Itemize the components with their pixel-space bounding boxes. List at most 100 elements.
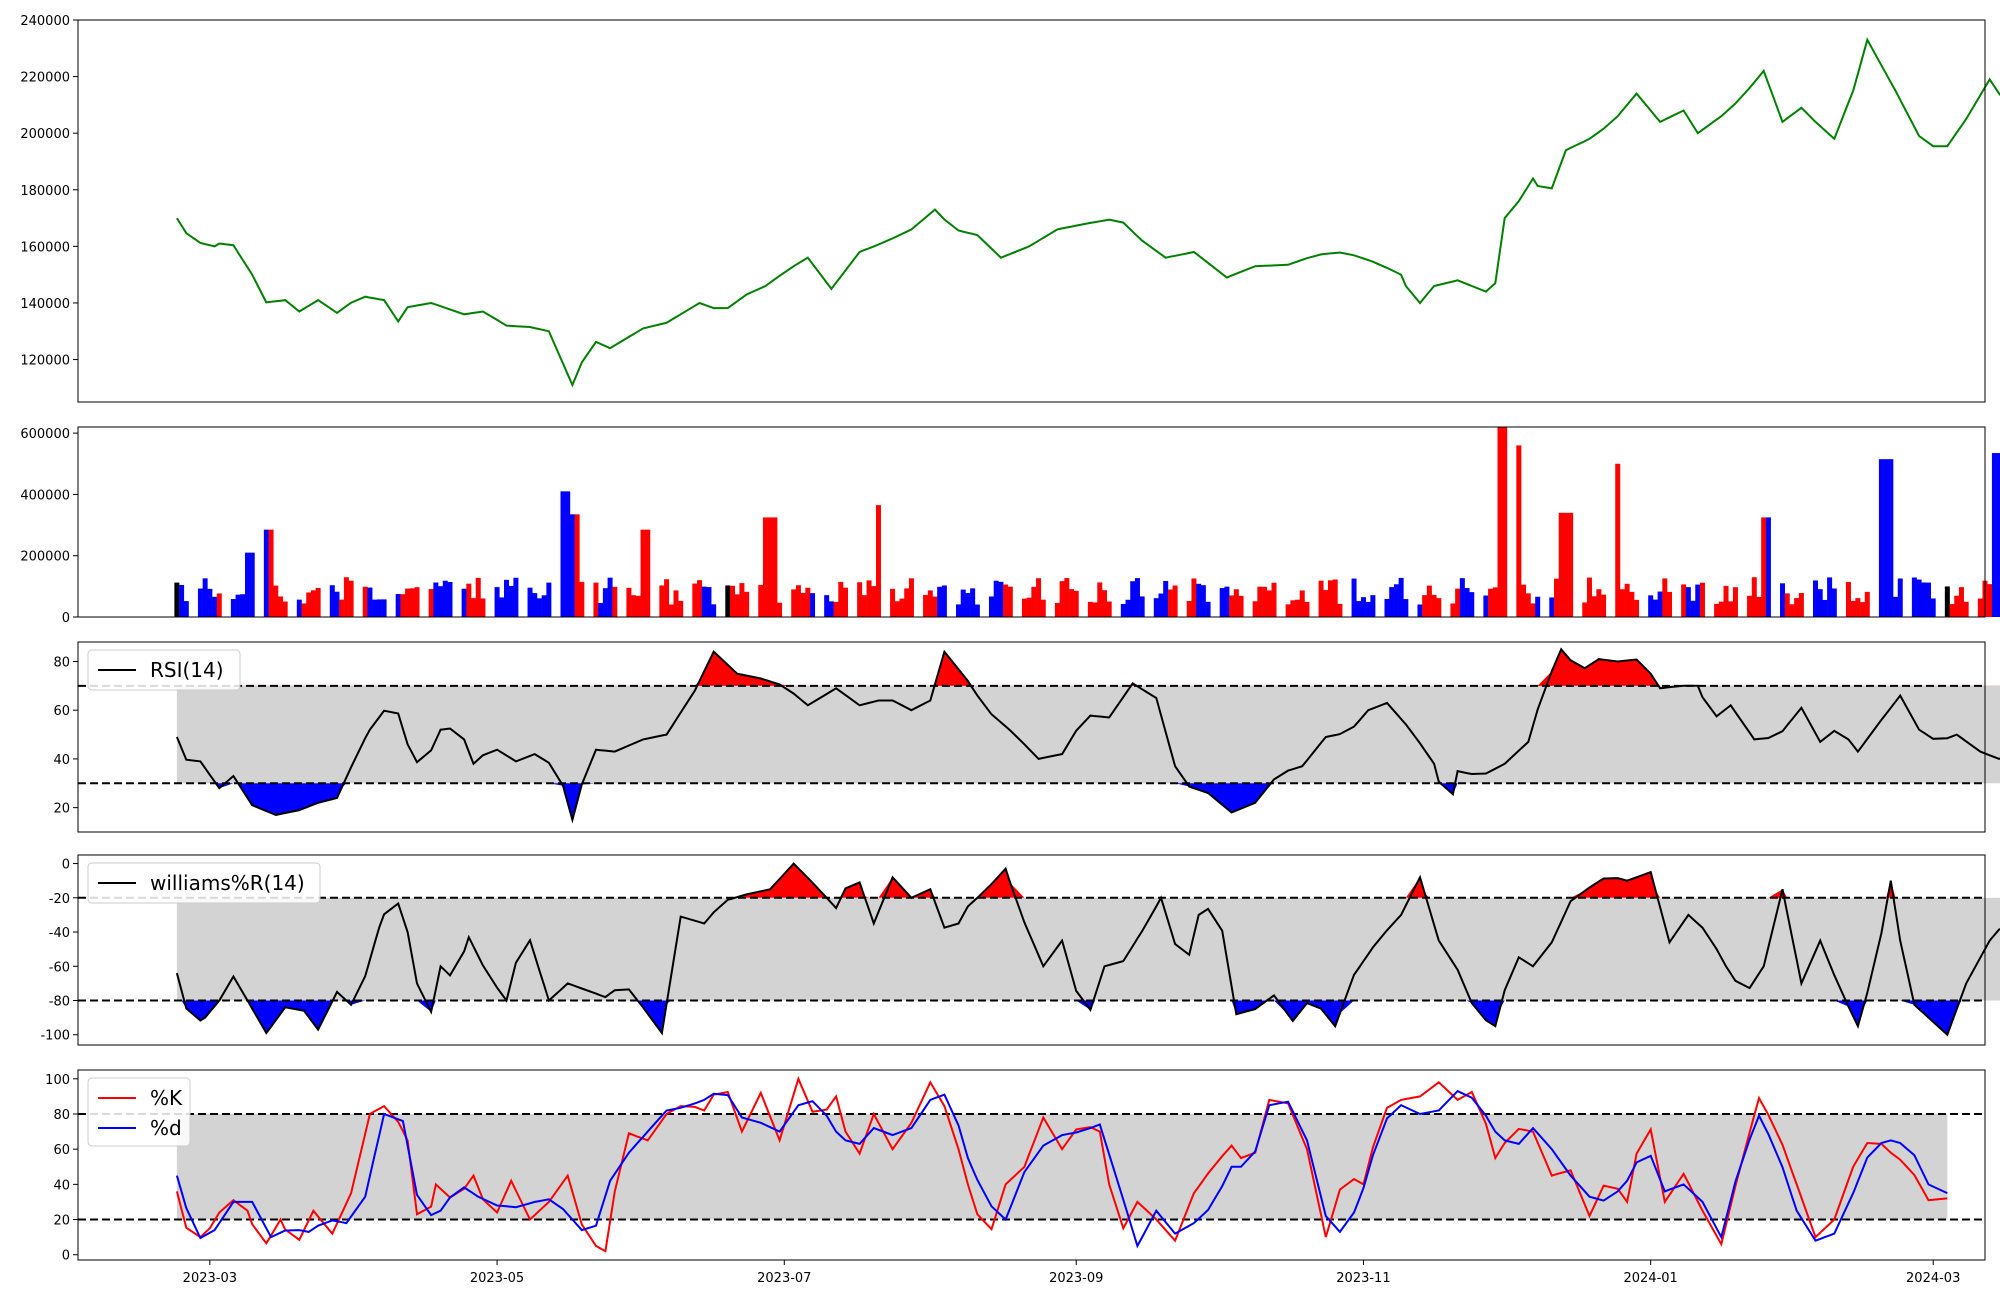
volume-bar xyxy=(546,582,552,617)
volume-bar xyxy=(1285,604,1291,617)
volume-bar xyxy=(1798,593,1804,617)
volume-bar xyxy=(1554,578,1560,617)
volume-bar xyxy=(1582,602,1588,617)
volume-bar xyxy=(1167,589,1173,617)
volume-bar xyxy=(1860,602,1866,617)
rsi-frame xyxy=(77,641,1986,833)
volume-bar xyxy=(993,580,999,617)
stochastic-frame xyxy=(77,1069,1986,1261)
volume-bar xyxy=(1789,604,1795,617)
volume-bar xyxy=(1007,586,1013,617)
volume-bar xyxy=(1681,584,1687,617)
rsi-ytick-label: 80 xyxy=(53,655,70,670)
volume-bar xyxy=(1648,595,1654,617)
volume-bar xyxy=(1662,578,1668,617)
volume-bar xyxy=(1356,601,1362,617)
rsi-band xyxy=(176,685,2000,784)
volume-bar xyxy=(612,586,618,617)
stochastic-ytick-label: 20 xyxy=(53,1214,70,1229)
volume-bar xyxy=(1455,588,1461,617)
volume-bar xyxy=(1134,578,1140,617)
volume-bar xyxy=(970,588,976,617)
volume-bar xyxy=(866,580,872,617)
volume-bar xyxy=(1525,593,1531,617)
volume-ytick-label: 600000 xyxy=(20,427,70,442)
volume-bar xyxy=(202,578,208,617)
price-ytick-label: 140000 xyxy=(20,297,70,312)
volume-bar xyxy=(438,586,444,617)
volume-bar xyxy=(1586,577,1592,617)
volume-bar xyxy=(315,587,321,617)
volume-bar xyxy=(1949,604,1955,617)
volume-bar xyxy=(956,604,962,617)
volume-bar xyxy=(739,583,745,617)
volume-bar xyxy=(1624,583,1630,617)
volume-bar xyxy=(890,588,896,617)
volume-bar xyxy=(593,582,599,617)
volume-bar xyxy=(1516,445,1522,617)
volume-bar xyxy=(579,581,585,617)
volume-bar xyxy=(1977,598,1983,617)
volume-bar xyxy=(1398,577,1404,617)
volume-bar xyxy=(640,529,646,617)
williams-ytick-label: -60 xyxy=(49,960,70,975)
volume-bar xyxy=(1351,578,1357,617)
volume-bar xyxy=(1031,586,1037,617)
stochastic-legend-label-k: %K xyxy=(150,1086,183,1110)
volume-bar xyxy=(1464,588,1470,617)
volume-bar xyxy=(1930,598,1936,617)
volume-bar xyxy=(1535,596,1541,617)
volume-bar xyxy=(1690,600,1696,617)
volume-bar xyxy=(1911,577,1917,617)
volume-bar xyxy=(1191,578,1197,617)
volume-bar xyxy=(1163,580,1169,617)
volume-bar xyxy=(532,593,538,617)
volume-bar xyxy=(1723,585,1729,617)
volume-bar xyxy=(230,599,236,617)
volume-bar xyxy=(1422,595,1428,617)
volume-bar xyxy=(701,586,707,617)
volume-bar xyxy=(1714,603,1720,617)
volume-bar xyxy=(560,491,566,617)
volume-bar xyxy=(1036,578,1042,617)
x-tick-label: 2024-03 xyxy=(1906,1271,1960,1286)
volume-bar xyxy=(1756,596,1762,617)
volume-bar xyxy=(1205,601,1211,617)
volume-bar xyxy=(635,595,641,617)
williams-legend-box xyxy=(87,862,321,904)
volume-bar xyxy=(598,602,604,617)
volume-bar xyxy=(442,580,448,617)
volume-bar xyxy=(235,594,241,617)
volume-bar xyxy=(494,587,500,617)
volume-bar xyxy=(428,589,434,617)
volume-bar xyxy=(565,491,571,617)
volume-bar xyxy=(800,592,806,617)
volume-bar xyxy=(1224,586,1230,617)
volume-bar xyxy=(673,590,679,617)
volume-bar xyxy=(762,517,768,617)
volume-bar xyxy=(1831,588,1837,617)
volume-bar xyxy=(1492,587,1498,617)
x-tick-label: 2024-01 xyxy=(1624,1271,1678,1286)
volume-bar xyxy=(965,593,971,617)
price-panel: 120000 140000 160000 180000 200000 220000 2400… xyxy=(20,14,2000,388)
volume-bar xyxy=(263,529,269,617)
williams-band xyxy=(176,897,2000,1001)
volume-bar xyxy=(1747,595,1753,617)
volume-bar xyxy=(508,585,514,617)
volume-bar xyxy=(1196,583,1202,617)
volume-bar xyxy=(1266,590,1272,617)
volume-bar xyxy=(1827,577,1833,617)
volume-bar xyxy=(1667,591,1673,617)
volume-bar xyxy=(1125,599,1131,617)
volume-bar xyxy=(527,587,533,617)
volume-bar xyxy=(607,577,613,617)
volume-bar xyxy=(466,583,472,617)
x-tick-label: 2023-09 xyxy=(1049,1271,1103,1286)
volume-bar xyxy=(1097,582,1103,617)
volume-bar xyxy=(602,588,608,617)
volume-bar xyxy=(692,583,698,617)
volume-bar xyxy=(988,596,994,617)
volume-bar xyxy=(1634,599,1640,617)
volume-bar xyxy=(1158,593,1164,617)
